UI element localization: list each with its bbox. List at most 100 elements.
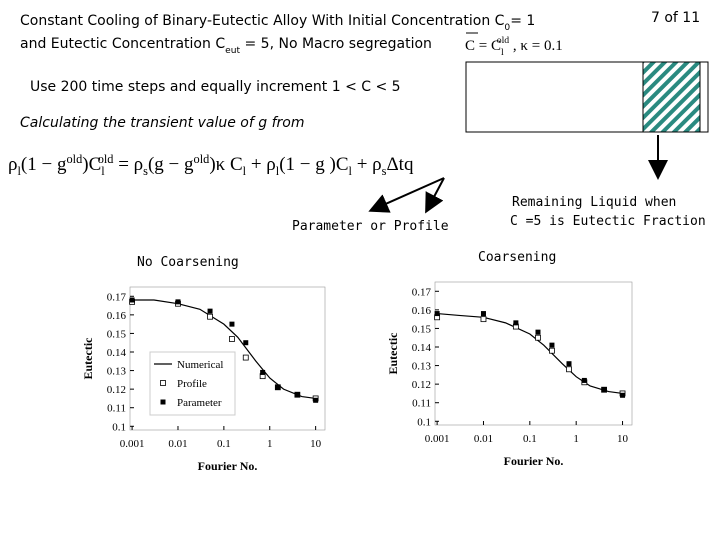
note: Calculating the transient value of g fro… <box>20 115 304 131</box>
note: Use 200 time steps and equally increment… <box>30 79 401 95</box>
text-segment: (1 − g )C <box>279 154 348 175</box>
text-segment: Δtq <box>386 154 413 175</box>
text-segment: )C <box>82 154 101 175</box>
point <box>275 384 281 390</box>
arrow-label: Parameter or Profile <box>292 219 449 234</box>
text-segment: old <box>497 35 510 46</box>
panel-title: Coarsening <box>478 250 556 265</box>
point <box>535 329 541 335</box>
line <box>132 299 316 400</box>
note: Remaining Liquid when <box>512 195 676 210</box>
x-tick-label: 10 <box>310 438 322 450</box>
header-line: Constant Cooling of Binary-Eutectic Allo… <box>20 13 535 33</box>
point <box>207 313 213 320</box>
point <box>620 392 626 398</box>
text-segment: , κ = 0.1 <box>509 38 563 54</box>
panel-title: No Coarsening <box>137 255 239 270</box>
text-segment: + ρ <box>246 154 276 175</box>
y-axis-label: Eutectic <box>386 332 400 375</box>
text-segment: l <box>243 164 247 178</box>
condition: C = Clold , κ = 0.1 <box>465 35 563 58</box>
x-tick-label: 0.01 <box>168 438 187 450</box>
text-segment: l <box>349 164 353 178</box>
point <box>535 334 541 341</box>
y-tick-label: 0.13 <box>412 361 432 373</box>
y-tick-label: 0.15 <box>412 323 432 335</box>
note: C =5 is Eutectic Fraction <box>510 214 706 229</box>
text-segment: s <box>143 164 148 178</box>
point <box>601 387 607 393</box>
text-segment: 0 <box>504 23 510 33</box>
point <box>175 299 181 305</box>
text-segment: s <box>382 164 387 178</box>
point <box>229 321 235 327</box>
y-tick-label: 0.12 <box>412 379 431 391</box>
point <box>243 340 249 346</box>
point <box>229 336 235 342</box>
point <box>242 354 249 361</box>
point <box>549 342 555 348</box>
arrow <box>425 177 445 214</box>
point <box>581 377 587 383</box>
legend-swatch <box>160 380 166 386</box>
point <box>129 297 135 303</box>
y-tick-label: 0.15 <box>107 328 127 340</box>
y-tick-label: 0.16 <box>107 310 127 322</box>
text-segment: and Eutectic Concentration C <box>20 36 225 52</box>
page-number: 7 of 11 <box>651 10 700 26</box>
point <box>260 369 266 375</box>
text-segment: ρ <box>8 154 17 175</box>
text-segment: eut <box>225 46 240 56</box>
y-axis-label: Eutectic <box>81 337 95 380</box>
arrow <box>368 177 445 213</box>
point <box>549 347 555 354</box>
text-segment: (g − g <box>148 154 194 175</box>
text-segment: Constant Cooling of Binary-Eutectic Allo… <box>20 13 505 29</box>
x-tick-label: 0.1 <box>217 438 231 450</box>
point <box>566 361 572 367</box>
legend-label: Profile <box>177 378 207 390</box>
text-segment: l <box>501 47 504 58</box>
legend-swatch <box>160 399 166 405</box>
text-segment: = 1 <box>510 13 535 29</box>
x-tick-label: 1 <box>267 438 273 450</box>
x-tick-label: 1 <box>573 433 579 445</box>
text-segment: (1 − g <box>21 154 67 175</box>
y-tick-label: 0.13 <box>107 366 127 378</box>
line <box>437 312 623 395</box>
point <box>513 320 519 326</box>
y-tick-label: 0.1 <box>112 421 126 433</box>
text-segment: old <box>98 152 115 166</box>
legend-label: Parameter <box>177 397 222 409</box>
text-segment: = 5, No Macro segregation <box>240 36 432 52</box>
plot-frame <box>434 281 633 426</box>
text-segment: l <box>101 164 105 178</box>
y-tick-label: 0.17 <box>107 291 127 303</box>
x-axis-label: Fourier No. <box>198 459 258 473</box>
y-tick-label: 0.12 <box>107 384 126 396</box>
header-line: and Eutectic Concentration Ceut = 5, No … <box>20 36 432 56</box>
x-tick-label: 0.001 <box>120 438 145 450</box>
text-segment: l <box>276 164 280 178</box>
x-axis-label: Fourier No. <box>504 454 564 468</box>
text-segment: = ρ <box>113 154 143 175</box>
equation: ρl(1 − gold)Clold = ρs(g − gold)κ Cl + ρ… <box>8 152 414 178</box>
point <box>207 308 213 314</box>
point <box>480 311 486 317</box>
y-tick-label: 0.11 <box>107 403 126 415</box>
text-segment: C = C <box>465 38 501 54</box>
y-tick-label: 0.14 <box>412 342 432 354</box>
x-tick-label: 0.01 <box>474 433 493 445</box>
x-tick-label: 0.001 <box>425 433 450 445</box>
y-tick-label: 0.1 <box>417 416 431 428</box>
y-tick-label: 0.14 <box>107 347 127 359</box>
text-segment: old <box>66 152 83 166</box>
point <box>434 311 440 317</box>
point <box>313 397 319 403</box>
text-segment: )κ C <box>209 154 242 175</box>
y-tick-label: 0.11 <box>412 398 431 410</box>
text-segment: old <box>194 152 211 166</box>
x-tick-label: 0.1 <box>523 433 537 445</box>
text-segment: l <box>17 164 21 178</box>
